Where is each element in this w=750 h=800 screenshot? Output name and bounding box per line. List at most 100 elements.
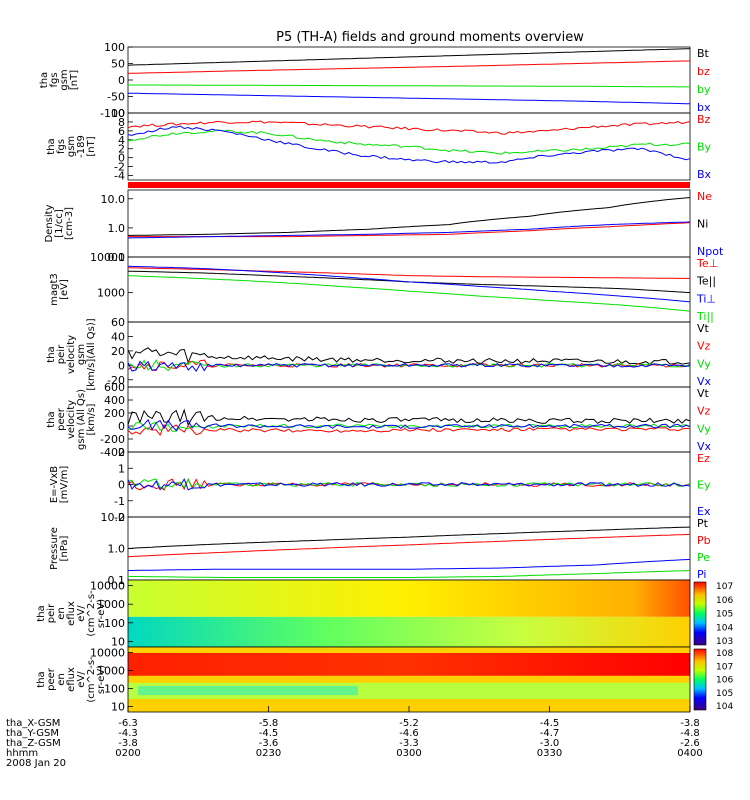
legend-label: Bt [697, 47, 710, 60]
y-tick-label: 40 [111, 330, 125, 343]
y-axis-label: en [56, 673, 67, 686]
panel-8: 10.0 1.0 0.1 Pressure [nPa] Pt Pb Pe Pi [49, 511, 711, 587]
y-axis-label: gsm [59, 69, 70, 90]
panel-frame [127, 516, 691, 581]
x-tick-label: -4.5 [259, 728, 279, 739]
legend-label: by [697, 83, 711, 96]
legend-label: Vt [697, 387, 710, 400]
panel-9: 107 106 105 104 103 10000 1000 100 10 tha peir en ef… [36, 580, 733, 649]
legend-label: Ey [697, 479, 711, 492]
y-axis-label: tha [46, 411, 57, 427]
colorbar-tick-label: 106 [716, 676, 733, 686]
legend-label: Vy [697, 357, 711, 370]
y-tick-label: 1.0 [108, 543, 126, 556]
y-axis-label: peer [56, 407, 67, 431]
legend-label: Vx [697, 375, 712, 388]
y-axis-label: [mV/m] [59, 466, 70, 504]
y-tick-label: 1.0 [108, 222, 126, 235]
x-tick-label: -4.8 [680, 728, 700, 739]
date-label: 2008 Jan 20 [6, 758, 66, 769]
y-axis-label: eflux [66, 601, 77, 626]
x-tick-label: -2.6 [680, 738, 700, 749]
y-tick-label: 0.1 [108, 251, 126, 264]
y-axis-label: gsm (All Qs) [76, 389, 87, 450]
colorbar-tick-label: 107 [716, 662, 733, 672]
series-line-Npot [127, 221, 691, 239]
x-row-label: tha_Y-GSM [6, 728, 59, 739]
y-axis-label: [cm-3] [64, 207, 75, 240]
y-tick-label: 6 [118, 125, 125, 138]
x-tick-label: 0200 [115, 748, 140, 759]
panel-4: 10000 1000 magt3 [eV] Te⊥ Te|| Ti⊥ Ti|| [49, 251, 718, 323]
series-line-bz [127, 60, 691, 74]
y-tick-label: 0.1 [108, 574, 126, 587]
x-row-label: tha_Z-GSM [6, 738, 61, 749]
y-axis-label: (cm^2-s- [86, 656, 97, 703]
y-tick-label: 20 [111, 345, 125, 358]
series-line-Ti|| [127, 275, 691, 312]
x-tick-label: 0300 [396, 748, 421, 759]
y-tick-label: 10000 [90, 580, 125, 593]
y-tick-label: 200 [104, 407, 125, 420]
y-axis-label: tha [46, 346, 57, 362]
y-tick-label: 100 [104, 41, 125, 54]
y-axis-label: (cm^2-s- [86, 590, 97, 637]
x-tick-label: -5.2 [399, 718, 419, 729]
series-line-Vy [127, 421, 691, 432]
y-tick-label: 10.0 [101, 193, 126, 206]
y-tick-label: 0 [118, 152, 125, 165]
y-axis-label: eV/ [76, 605, 87, 622]
x-row-label: hhmm [6, 748, 38, 759]
x-tick-label: -3.8 [118, 738, 138, 749]
y-axis-label: fgs [49, 72, 60, 87]
legend-label: Ez [697, 452, 710, 465]
series-line-Ni [128, 197, 691, 236]
legend-label: Pe [697, 551, 710, 564]
y-axis-label: -189 [76, 135, 87, 158]
y-axis-label: Density [44, 204, 55, 242]
y-tick-label: 1 [118, 462, 125, 475]
y-tick-label: 400 [104, 394, 125, 407]
y-axis-label: Pressure [49, 527, 60, 570]
legend-label: Pi [697, 568, 706, 581]
legend-label: Bx [697, 168, 712, 181]
x-tick-label: 0400 [677, 748, 702, 759]
series-line-Bx [127, 125, 691, 164]
x-tick-label: -5.8 [259, 718, 279, 729]
y-axis-label: peer [46, 667, 57, 691]
series-line-Pe [127, 570, 691, 578]
panel-10: 108 107 106 105 104 10000 1000 100 10 tha peer en ef… [36, 646, 733, 713]
legend-label: Pt [697, 517, 709, 530]
y-tick-label: 100 [104, 617, 125, 630]
colorbar-tick-label: 104 [716, 623, 733, 633]
series-line-Bz [127, 120, 691, 135]
y-axis-label: tha [46, 138, 57, 154]
series-line-By [127, 129, 691, 155]
series-line-Vx [127, 360, 691, 372]
y-axis-label: E=-VxB [49, 466, 60, 503]
series-line-Pt [127, 526, 691, 549]
legend-label: Vt [697, 322, 710, 335]
y-tick-label: 0 [118, 74, 125, 87]
legend-label: Npot [697, 245, 724, 258]
colorbar-tick-label: 107 [716, 582, 733, 592]
y-tick-label: 0 [118, 359, 125, 372]
y-axis-label: peir [46, 603, 57, 623]
y-axis-label: tha [39, 72, 50, 88]
x-tick-label: -4.6 [399, 728, 419, 739]
x-tick-label: -3.0 [540, 738, 560, 749]
series-line-Vx [127, 418, 691, 432]
y-axis-label: velocity [66, 335, 77, 374]
y-tick-label: 2 [118, 446, 125, 459]
x-tick-label: -6.3 [118, 718, 138, 729]
y-tick-label: -50 [107, 91, 125, 104]
y-tick-label: 10000 [90, 646, 125, 659]
panel-frame [127, 112, 691, 181]
y-tick-label: 2 [118, 143, 125, 156]
legend-label: By [697, 141, 712, 154]
y-axis-label: sr-eV) [96, 599, 107, 628]
y-axis-label: velocity [66, 400, 77, 439]
series-line-Pb [127, 533, 691, 558]
